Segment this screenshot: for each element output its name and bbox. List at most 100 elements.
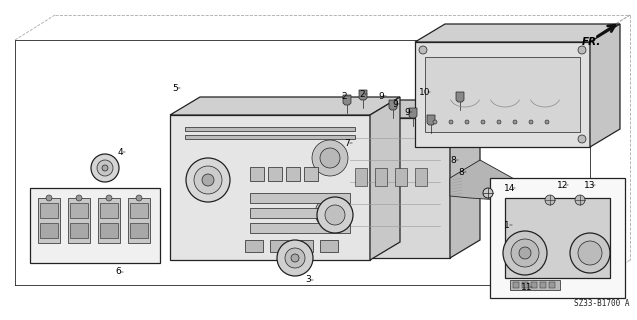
Circle shape	[513, 120, 517, 124]
Text: 1: 1	[504, 220, 510, 229]
Bar	[355, 168, 367, 186]
Text: 14: 14	[505, 183, 516, 193]
Circle shape	[76, 195, 82, 201]
Bar	[250, 167, 264, 181]
Bar	[531, 282, 537, 288]
Bar	[250, 193, 350, 203]
Bar	[522, 282, 528, 288]
Bar	[270, 240, 288, 252]
Circle shape	[545, 195, 555, 205]
Bar	[185, 135, 355, 139]
Circle shape	[291, 254, 299, 262]
Circle shape	[578, 135, 586, 143]
Bar	[304, 167, 318, 181]
Text: 9: 9	[378, 92, 384, 100]
Circle shape	[578, 241, 602, 265]
Polygon shape	[409, 108, 417, 118]
Bar	[286, 167, 300, 181]
Polygon shape	[68, 198, 90, 243]
Bar	[245, 240, 263, 252]
Polygon shape	[38, 198, 60, 243]
Circle shape	[136, 195, 142, 201]
Circle shape	[481, 120, 485, 124]
Polygon shape	[128, 198, 150, 243]
Text: 8: 8	[458, 167, 464, 177]
Bar	[510, 280, 560, 290]
Polygon shape	[305, 100, 480, 118]
Text: SZ33-B1700 A: SZ33-B1700 A	[575, 299, 630, 308]
Text: 4: 4	[117, 148, 123, 156]
Circle shape	[419, 46, 427, 54]
Polygon shape	[450, 100, 480, 258]
Text: 11: 11	[521, 283, 533, 292]
Circle shape	[325, 205, 345, 225]
Polygon shape	[450, 160, 525, 200]
Circle shape	[91, 154, 119, 182]
Bar	[250, 208, 350, 218]
Circle shape	[194, 166, 222, 194]
Bar	[250, 223, 350, 233]
Circle shape	[465, 120, 469, 124]
Circle shape	[317, 197, 353, 233]
Text: 10: 10	[419, 87, 431, 97]
Circle shape	[312, 140, 348, 176]
Bar	[549, 282, 555, 288]
Polygon shape	[505, 198, 610, 278]
Text: 9: 9	[392, 100, 398, 108]
Bar	[540, 282, 546, 288]
Circle shape	[497, 120, 501, 124]
Circle shape	[320, 148, 340, 168]
Bar	[130, 223, 148, 238]
Circle shape	[503, 231, 547, 275]
Polygon shape	[415, 24, 620, 42]
Text: 6: 6	[115, 268, 121, 276]
Bar	[70, 223, 88, 238]
Circle shape	[519, 247, 531, 259]
Polygon shape	[343, 95, 351, 105]
Circle shape	[106, 195, 112, 201]
Bar	[40, 203, 58, 218]
Text: 12: 12	[557, 180, 569, 189]
Circle shape	[578, 46, 586, 54]
Circle shape	[202, 174, 214, 186]
Bar	[395, 168, 407, 186]
Polygon shape	[98, 198, 120, 243]
Bar	[130, 203, 148, 218]
Polygon shape	[456, 92, 464, 102]
Text: 13: 13	[584, 180, 596, 189]
Text: 2: 2	[341, 92, 347, 100]
Bar	[513, 282, 519, 288]
Circle shape	[433, 120, 437, 124]
Circle shape	[511, 239, 539, 267]
Bar	[295, 240, 313, 252]
Circle shape	[186, 158, 230, 202]
Circle shape	[97, 160, 113, 176]
Circle shape	[449, 120, 453, 124]
Bar	[40, 223, 58, 238]
Text: 7: 7	[344, 139, 350, 148]
Bar	[100, 223, 118, 238]
Bar	[100, 203, 118, 218]
Text: 5: 5	[172, 84, 178, 92]
Bar	[375, 168, 387, 186]
Text: 8: 8	[450, 156, 456, 164]
Text: FR.: FR.	[582, 37, 601, 47]
Bar	[268, 167, 282, 181]
Circle shape	[46, 195, 52, 201]
Circle shape	[102, 165, 108, 171]
Circle shape	[570, 233, 610, 273]
Polygon shape	[370, 97, 400, 260]
Circle shape	[285, 248, 305, 268]
Bar	[490, 178, 625, 298]
Polygon shape	[359, 90, 367, 100]
Circle shape	[529, 120, 533, 124]
Circle shape	[483, 188, 493, 198]
Polygon shape	[427, 115, 435, 125]
Bar	[185, 127, 355, 131]
Polygon shape	[590, 24, 620, 147]
Polygon shape	[170, 97, 400, 115]
Bar	[415, 168, 427, 186]
Polygon shape	[305, 118, 450, 258]
Bar	[425, 57, 580, 132]
Polygon shape	[415, 42, 590, 147]
